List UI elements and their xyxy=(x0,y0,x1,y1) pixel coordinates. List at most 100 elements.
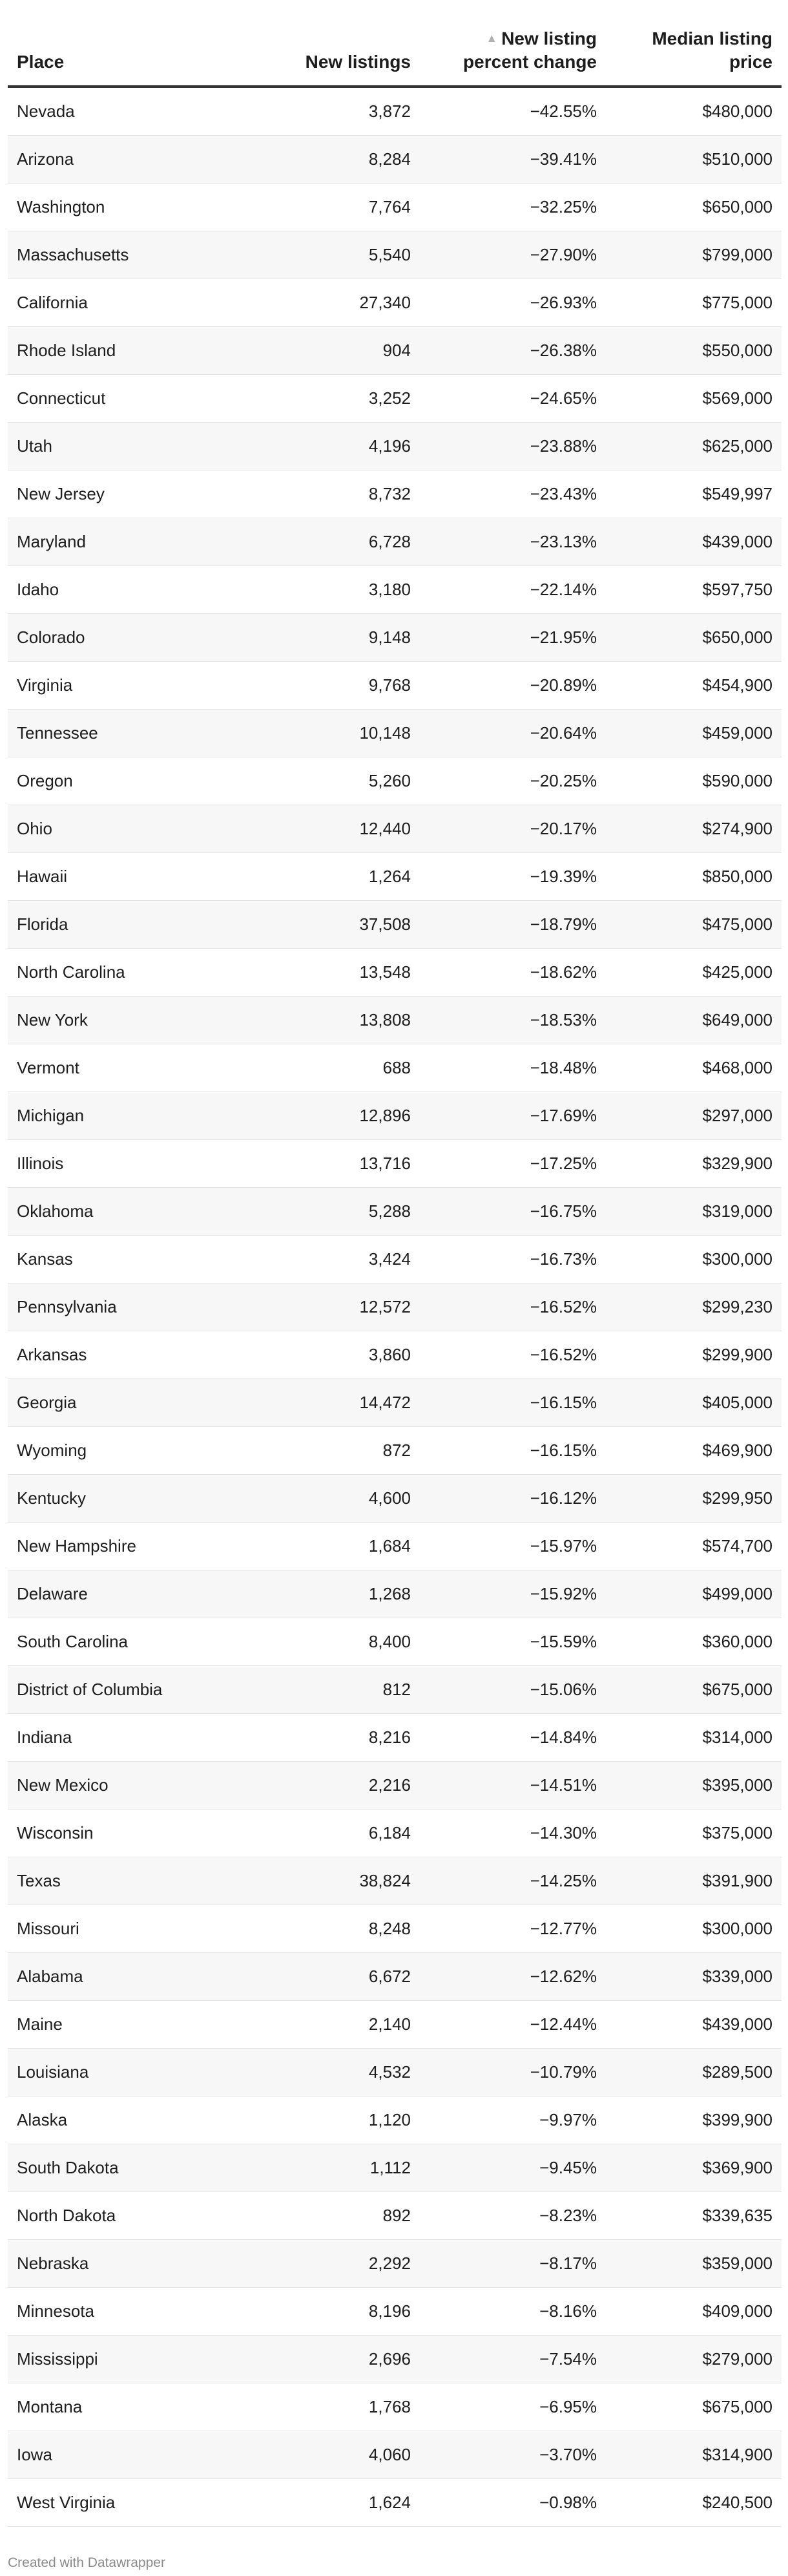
table-cell-place: New York xyxy=(17,1010,88,1029)
table-cell-price: $279,000 xyxy=(702,2349,772,2369)
table-cell-price: $569,000 xyxy=(702,388,772,408)
table-cell-place: Florida xyxy=(17,914,68,934)
table-cell-change: −9.45% xyxy=(539,2158,597,2177)
column-header-place[interactable]: Place xyxy=(17,50,64,74)
table-cell-change: −0.98% xyxy=(539,2493,597,2512)
table-cell-price: $274,900 xyxy=(702,819,772,838)
table-row: Massachusetts 5,540 −27.90% $799,000 xyxy=(8,231,782,279)
data-table: Place New listings ▲ New listing percent … xyxy=(8,0,782,2527)
table-cell-place: Idaho xyxy=(17,580,59,599)
table-cell-place: Oregon xyxy=(17,771,73,790)
table-cell-place: Vermont xyxy=(17,1058,79,1077)
table-cell-change: −21.95% xyxy=(530,628,597,647)
table-cell-place: Oklahoma xyxy=(17,1201,94,1221)
table-cell-listings: 3,872 xyxy=(368,101,411,121)
table-row: Hawaii 1,264 −19.39% $850,000 xyxy=(8,853,782,901)
table-cell-change: −15.92% xyxy=(530,1584,597,1603)
table-cell-change: −6.95% xyxy=(539,2397,597,2416)
column-header-percent-change-line1: ▲ New listing xyxy=(429,26,597,50)
table-cell-listings: 2,216 xyxy=(368,1775,411,1795)
table-cell-listings: 37,508 xyxy=(359,914,411,934)
datawrapper-credit[interactable]: Created with Datawrapper xyxy=(8,2555,165,2570)
table-cell-price: $289,500 xyxy=(702,2062,772,2082)
table-row: Idaho 3,180 −22.14% $597,750 xyxy=(8,566,782,614)
table-row: Maryland 6,728 −23.13% $439,000 xyxy=(8,518,782,566)
table-cell-change: −16.52% xyxy=(530,1297,597,1316)
table-cell-change: −20.25% xyxy=(530,771,597,790)
table-row: New Mexico 2,216 −14.51% $395,000 xyxy=(8,1762,782,1810)
table-cell-listings: 3,424 xyxy=(368,1249,411,1269)
table-cell-listings: 5,288 xyxy=(368,1201,411,1221)
table-cell-place: Pennsylvania xyxy=(17,1297,117,1316)
table-row: Minnesota 8,196 −8.16% $409,000 xyxy=(8,2288,782,2336)
table-row: Ohio 12,440 −20.17% $274,900 xyxy=(8,805,782,853)
table-cell-listings: 8,732 xyxy=(368,484,411,503)
table-cell-change: −17.69% xyxy=(530,1106,597,1125)
table-row: Wyoming 872 −16.15% $469,900 xyxy=(8,1427,782,1475)
table-cell-listings: 4,060 xyxy=(368,2445,411,2464)
table-cell-change: −15.97% xyxy=(530,1536,597,1556)
table-cell-price: $499,000 xyxy=(702,1584,772,1603)
table-row: Iowa 4,060 −3.70% $314,900 xyxy=(8,2431,782,2479)
table-cell-price: $475,000 xyxy=(702,914,772,934)
table-cell-change: −20.17% xyxy=(530,819,597,838)
table-cell-listings: 8,248 xyxy=(368,1919,411,1938)
table-row: District of Columbia 812 −15.06% $675,000 xyxy=(8,1666,782,1714)
table-cell-listings: 904 xyxy=(382,341,411,360)
table-row: Oregon 5,260 −20.25% $590,000 xyxy=(8,757,782,805)
table-cell-change: −23.88% xyxy=(530,436,597,456)
table-cell-change: −16.15% xyxy=(530,1393,597,1412)
table-row: Tennessee 10,148 −20.64% $459,000 xyxy=(8,710,782,757)
table-cell-place: Rhode Island xyxy=(17,341,116,360)
column-header-new-listings[interactable]: New listings xyxy=(306,50,411,74)
column-header-place-label: Place xyxy=(17,52,65,72)
table-row: North Carolina 13,548 −18.62% $425,000 xyxy=(8,949,782,997)
table-cell-price: $597,750 xyxy=(702,580,772,599)
table-cell-place: Virginia xyxy=(17,675,73,695)
table-cell-price: $675,000 xyxy=(702,1680,772,1699)
table-cell-price: $650,000 xyxy=(702,197,772,216)
table-cell-change: −14.25% xyxy=(530,1871,597,1890)
table-cell-price: $300,000 xyxy=(702,1919,772,1938)
table-cell-place: Maryland xyxy=(17,532,86,551)
table-cell-listings: 9,148 xyxy=(368,628,411,647)
table-cell-change: −14.30% xyxy=(530,1823,597,1842)
table-cell-place: North Carolina xyxy=(17,962,125,982)
table-cell-price: $339,635 xyxy=(702,2206,772,2225)
table-cell-place: New Jersey xyxy=(17,484,105,503)
table-cell-listings: 12,440 xyxy=(359,819,411,838)
table-cell-listings: 12,896 xyxy=(359,1106,411,1125)
table-cell-place: North Dakota xyxy=(17,2206,116,2225)
table-cell-price: $625,000 xyxy=(702,436,772,456)
table-row: Georgia 14,472 −16.15% $405,000 xyxy=(8,1379,782,1427)
column-header-percent-change[interactable]: ▲ New listing percent change xyxy=(429,26,597,74)
table-cell-place: Utah xyxy=(17,436,52,456)
table-cell-listings: 3,252 xyxy=(368,388,411,408)
table-row: New Hampshire 1,684 −15.97% $574,700 xyxy=(8,1523,782,1570)
table-cell-listings: 3,860 xyxy=(368,1345,411,1364)
table-cell-place: Missouri xyxy=(17,1919,79,1938)
table-row: South Dakota 1,112 −9.45% $369,900 xyxy=(8,2144,782,2192)
table-cell-place: Wyoming xyxy=(17,1441,87,1460)
table-cell-change: −12.77% xyxy=(530,1919,597,1938)
table-cell-place: Nebraska xyxy=(17,2254,89,2273)
table-cell-listings: 1,768 xyxy=(368,2397,411,2416)
table-cell-change: −15.06% xyxy=(530,1680,597,1699)
table-cell-listings: 8,284 xyxy=(368,149,411,169)
table-cell-place: Maine xyxy=(17,2014,63,2034)
table-cell-place: Mississippi xyxy=(17,2349,98,2369)
table-cell-listings: 14,472 xyxy=(359,1393,411,1412)
column-header-median-price[interactable]: Median listing price xyxy=(617,27,772,74)
table-cell-listings: 4,600 xyxy=(368,1488,411,1508)
table-cell-change: −24.65% xyxy=(530,388,597,408)
table-cell-listings: 27,340 xyxy=(359,293,411,312)
table-cell-price: $480,000 xyxy=(702,101,772,121)
table-cell-change: −27.90% xyxy=(530,245,597,264)
table-cell-listings: 38,824 xyxy=(359,1871,411,1890)
table-cell-listings: 1,120 xyxy=(368,2110,411,2129)
table-row: Mississippi 2,696 −7.54% $279,000 xyxy=(8,2336,782,2383)
table-cell-price: $649,000 xyxy=(702,1010,772,1029)
table-row: Kansas 3,424 −16.73% $300,000 xyxy=(8,1236,782,1283)
table-cell-price: $799,000 xyxy=(702,245,772,264)
table-row: New Jersey 8,732 −23.43% $549,997 xyxy=(8,470,782,518)
